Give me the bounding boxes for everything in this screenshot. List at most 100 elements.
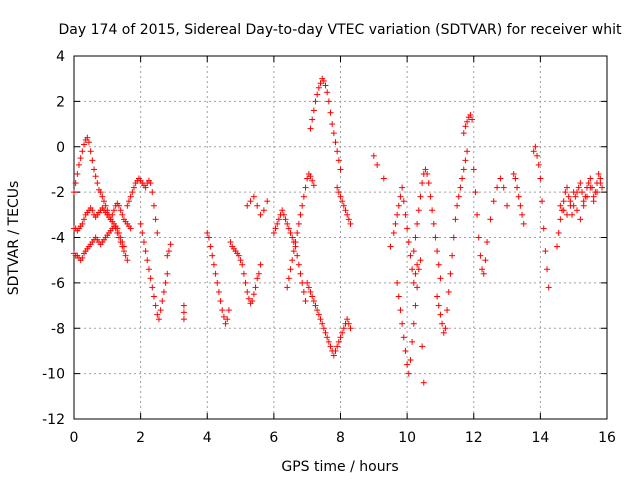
y-tick-label: 0 — [56, 140, 65, 156]
data-point — [454, 202, 461, 209]
data-point — [99, 193, 106, 200]
data-point — [430, 220, 437, 227]
data-point — [317, 80, 324, 87]
data-point — [335, 157, 342, 164]
data-point — [164, 252, 171, 259]
data-point — [329, 121, 336, 128]
data-point — [207, 243, 214, 250]
data-point — [89, 157, 96, 164]
data-point — [340, 202, 347, 209]
data-point — [414, 220, 421, 227]
data-point — [205, 234, 212, 241]
data-point — [334, 184, 341, 191]
x-tick-label: 10 — [398, 430, 416, 446]
data-point — [570, 189, 577, 196]
data-point — [84, 134, 91, 141]
data-point — [117, 234, 124, 241]
data-point — [214, 279, 221, 286]
data-point — [284, 220, 291, 227]
data-point — [515, 193, 522, 200]
data-point — [532, 143, 539, 150]
data-point — [519, 211, 526, 218]
data-point — [77, 155, 84, 162]
data-point — [575, 184, 582, 191]
data-point — [437, 275, 444, 282]
data-point — [302, 298, 309, 305]
data-point — [472, 189, 479, 196]
data-point — [209, 252, 216, 259]
data-point — [254, 202, 261, 209]
data-point — [240, 270, 247, 277]
data-point — [215, 288, 222, 295]
data-point — [320, 77, 327, 84]
y-tick-label: -12 — [42, 412, 65, 428]
data-point — [167, 241, 174, 248]
data-point — [419, 180, 426, 187]
data-point — [225, 307, 232, 314]
data-point — [307, 125, 314, 132]
x-tick-label: 0 — [70, 430, 79, 446]
data-point — [147, 275, 154, 282]
data-point — [345, 216, 352, 223]
data-point — [394, 211, 401, 218]
data-point — [94, 180, 101, 187]
data-point — [424, 170, 431, 177]
data-point — [332, 139, 339, 146]
data-point — [245, 295, 252, 302]
data-point — [325, 98, 332, 105]
data-point — [439, 320, 446, 327]
data-point — [427, 193, 434, 200]
data-point — [92, 173, 99, 180]
data-point — [119, 211, 126, 218]
plot-frame — [73, 55, 608, 420]
data-point — [434, 293, 441, 300]
data-point — [512, 175, 519, 182]
data-point — [370, 152, 377, 159]
data-point — [402, 347, 409, 354]
data-point — [327, 109, 334, 116]
data-point — [594, 189, 601, 196]
data-point — [464, 118, 471, 125]
data-point — [545, 284, 552, 291]
data-point — [467, 111, 474, 118]
data-point — [410, 279, 417, 286]
data-point — [407, 357, 414, 364]
data-point — [124, 257, 131, 264]
data-point — [435, 302, 442, 309]
x-tick-label: 12 — [465, 430, 483, 446]
data-point — [504, 202, 511, 209]
data-point — [339, 329, 346, 336]
data-point — [152, 216, 159, 223]
data-point — [304, 175, 311, 182]
data-point — [409, 338, 416, 345]
data-point — [244, 202, 251, 209]
data-point — [434, 248, 441, 255]
data-point — [587, 184, 594, 191]
data-point — [429, 207, 436, 214]
data-point — [510, 170, 517, 177]
data-point — [494, 184, 501, 191]
data-point — [577, 180, 584, 187]
data-point — [250, 291, 257, 298]
data-point — [337, 334, 344, 341]
data-point — [419, 343, 426, 350]
data-point — [425, 180, 432, 187]
data-point — [287, 229, 294, 236]
data-point — [347, 325, 354, 332]
data-point — [415, 266, 422, 273]
data-point — [417, 257, 424, 264]
data-point — [560, 207, 567, 214]
data-point — [312, 302, 319, 309]
data-point — [537, 175, 544, 182]
data-point — [292, 239, 299, 246]
data-point — [264, 198, 271, 205]
data-point — [257, 261, 264, 268]
data-point — [204, 229, 211, 236]
data-point — [392, 220, 399, 227]
data-point — [470, 166, 477, 173]
data-point — [539, 198, 546, 205]
data-point — [150, 202, 157, 209]
data-point — [90, 166, 97, 173]
data-point — [275, 216, 282, 223]
data-point — [599, 184, 606, 191]
